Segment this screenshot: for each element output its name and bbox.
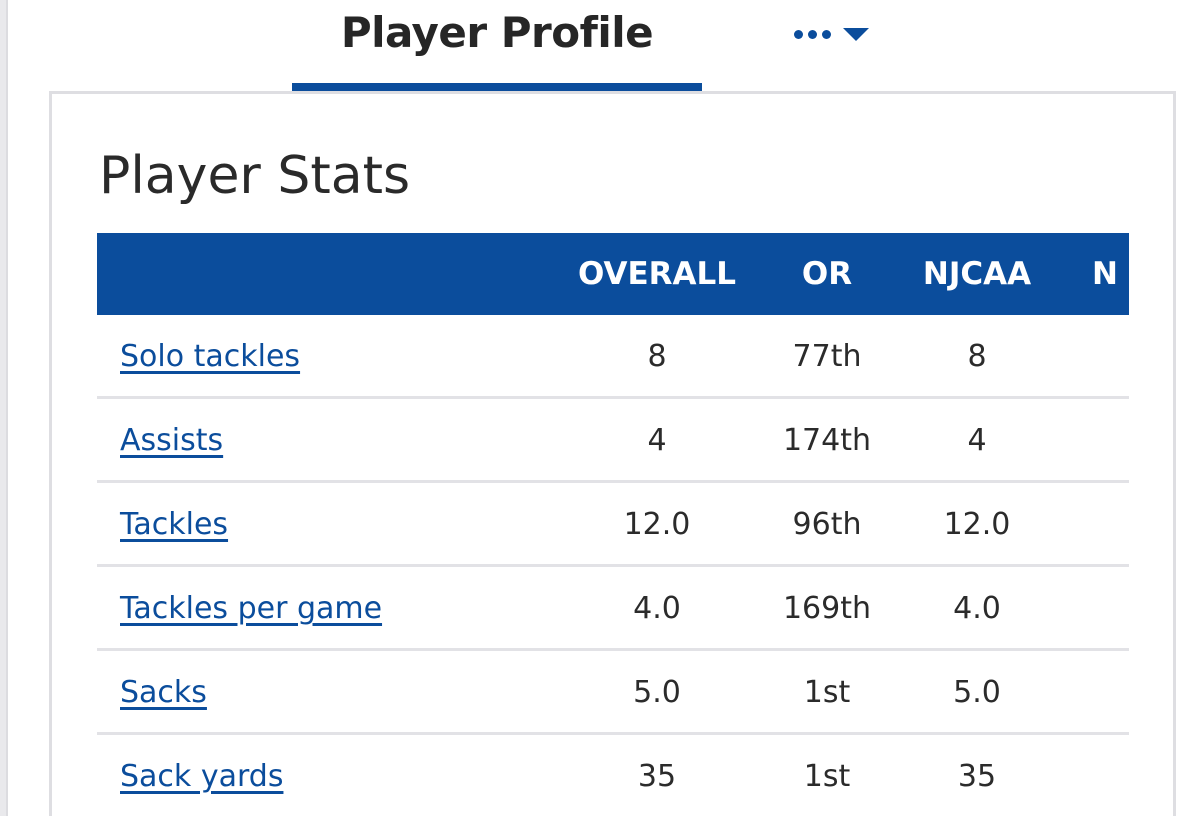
cell-overall: 5.0 bbox=[633, 675, 681, 710]
header-overall: OVERALL bbox=[577, 256, 737, 292]
stat-link-sack-yards[interactable]: Sack yards bbox=[120, 759, 284, 794]
cell-national: 213 bbox=[1092, 567, 1129, 651]
cell-national: 30 bbox=[1092, 735, 1129, 816]
cell-national: 287 bbox=[1092, 483, 1129, 567]
stats-table: OVERALL OR NJCAA N Solo tackles 8 77th 8… bbox=[97, 233, 1129, 816]
cell-njcaa: 35 bbox=[957, 759, 997, 794]
cell-or: 77th bbox=[792, 339, 862, 374]
cell-national: 30 bbox=[1092, 651, 1129, 735]
cell-national: 108 bbox=[1092, 315, 1129, 399]
cell-njcaa: 12.0 bbox=[943, 507, 1011, 542]
cell-njcaa: 5.0 bbox=[953, 675, 1001, 710]
cell-national: 108 bbox=[1092, 399, 1129, 483]
cell-njcaa: 4.0 bbox=[953, 591, 1001, 626]
cell-overall: 4 bbox=[647, 423, 667, 458]
stat-link-tackles-per-game[interactable]: Tackles per game bbox=[120, 591, 383, 626]
cell-or: 169th bbox=[782, 591, 872, 626]
header-or: OR bbox=[801, 256, 853, 292]
header-national: N bbox=[1092, 256, 1118, 292]
cell-overall: 4.0 bbox=[633, 591, 681, 626]
table-header: OVERALL OR NJCAA N bbox=[97, 233, 1129, 315]
player-stats-card: Player Stats OVERALL OR NJCAA N Solo tac… bbox=[49, 91, 1176, 816]
cell-or: 174th bbox=[782, 423, 872, 458]
cell-or: 1st bbox=[803, 759, 851, 794]
tab-player-profile[interactable]: Player Profile bbox=[292, 0, 702, 101]
stat-link-sacks[interactable]: Sacks bbox=[120, 675, 207, 710]
table-row: Tackles 12.0 96th 12.0 287 bbox=[97, 483, 1129, 567]
cell-overall: 12.0 bbox=[623, 507, 691, 542]
stat-link-solo-tackles[interactable]: Solo tackles bbox=[120, 339, 301, 374]
left-edge-rule bbox=[0, 0, 8, 816]
stat-link-tackles[interactable]: Tackles bbox=[120, 507, 229, 542]
table-row: Tackles per game 4.0 169th 4.0 213 bbox=[97, 567, 1129, 651]
cell-or: 96th bbox=[792, 507, 862, 542]
cell-or: 1st bbox=[803, 675, 851, 710]
section-title: Player Stats bbox=[99, 146, 411, 206]
header-njcaa: NJCAA bbox=[922, 256, 1032, 292]
table-row: Assists 4 174th 4 108 bbox=[97, 399, 1129, 483]
cell-njcaa: 4 bbox=[967, 423, 987, 458]
table-row: Sack yards 35 1st 35 30 bbox=[97, 735, 1129, 816]
stat-link-assists[interactable]: Assists bbox=[120, 423, 224, 458]
tab-label: Player Profile bbox=[340, 8, 654, 57]
more-tabs-menu-button[interactable] bbox=[794, 14, 894, 54]
cell-overall: 35 bbox=[637, 759, 677, 794]
table-row: Solo tackles 8 77th 8 108 bbox=[97, 315, 1129, 399]
more-dots-icon bbox=[794, 29, 831, 39]
table-row: Sacks 5.0 1st 5.0 30 bbox=[97, 651, 1129, 735]
cell-njcaa: 8 bbox=[967, 339, 987, 374]
cell-overall: 8 bbox=[647, 339, 667, 374]
caret-down-icon bbox=[843, 27, 869, 41]
